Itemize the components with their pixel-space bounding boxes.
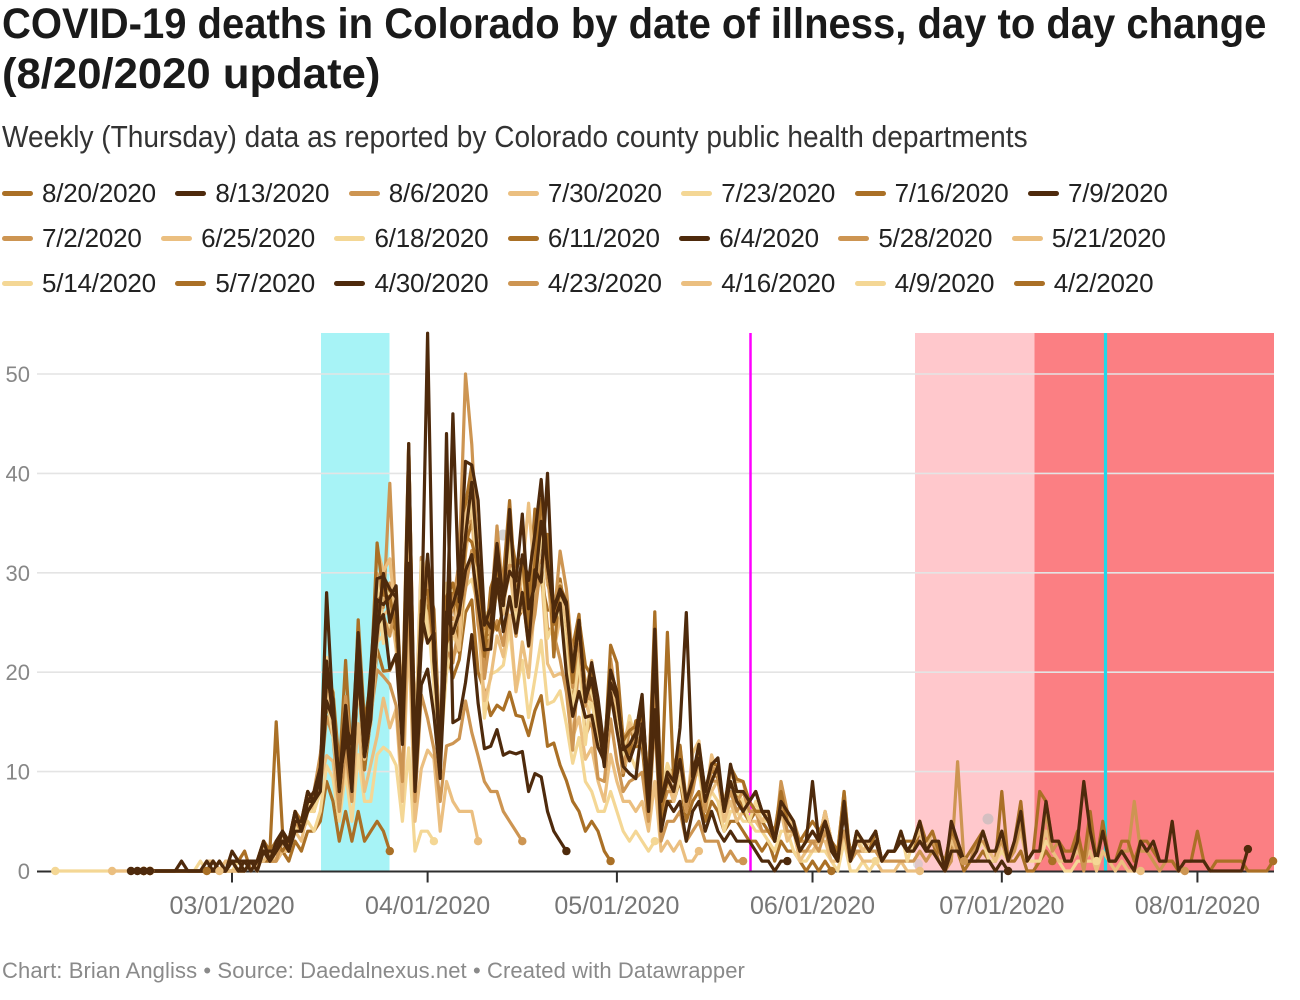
svg-text:03/01/2020: 03/01/2020 (169, 892, 294, 920)
svg-text:08/01/2020: 08/01/2020 (1135, 892, 1260, 920)
svg-text:0: 0 (18, 859, 30, 884)
svg-text:07/01/2020: 07/01/2020 (939, 892, 1064, 920)
svg-text:04/01/2020: 04/01/2020 (365, 892, 490, 920)
svg-text:10: 10 (6, 760, 30, 785)
svg-text:30: 30 (6, 561, 30, 586)
svg-text:05/01/2020: 05/01/2020 (554, 892, 679, 920)
svg-text:06/01/2020: 06/01/2020 (750, 892, 875, 920)
svg-text:40: 40 (6, 461, 30, 486)
svg-text:50: 50 (6, 362, 30, 387)
svg-text:20: 20 (6, 660, 30, 685)
